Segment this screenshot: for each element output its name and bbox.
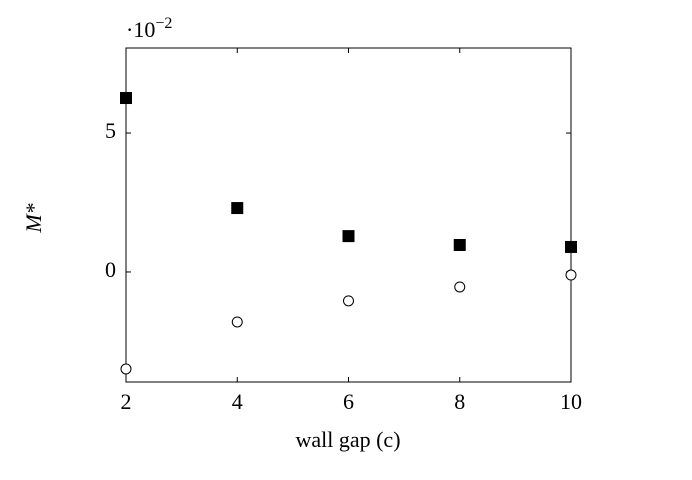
y-tick-label: 0 [105, 257, 116, 282]
square-marker [342, 230, 355, 243]
x-tick-label: 10 [560, 389, 582, 414]
circle-marker [343, 295, 354, 307]
plot-frame [125, 47, 572, 383]
square-marker [453, 239, 466, 252]
x-tick-label: 6 [343, 389, 354, 414]
y-axis-label: M* [21, 203, 46, 233]
y-scale-exponent: −2 [155, 15, 172, 32]
square-marker [565, 240, 577, 253]
circle-marker [454, 281, 466, 293]
circle-marker [231, 316, 243, 328]
circle-marker [120, 363, 132, 375]
x-axis-label: wall gap (c) [295, 427, 400, 452]
y-tick-label: 5 [105, 118, 116, 143]
square-marker [120, 92, 132, 105]
x-tick-label: 4 [232, 389, 243, 414]
circle-marker [565, 269, 577, 281]
x-tick-label: 2 [121, 389, 132, 414]
square-marker [231, 202, 244, 215]
y-scale-label: ·10−2 [126, 15, 172, 42]
y-scale-base: ·10 [126, 17, 155, 42]
x-tick-label: 8 [454, 389, 465, 414]
